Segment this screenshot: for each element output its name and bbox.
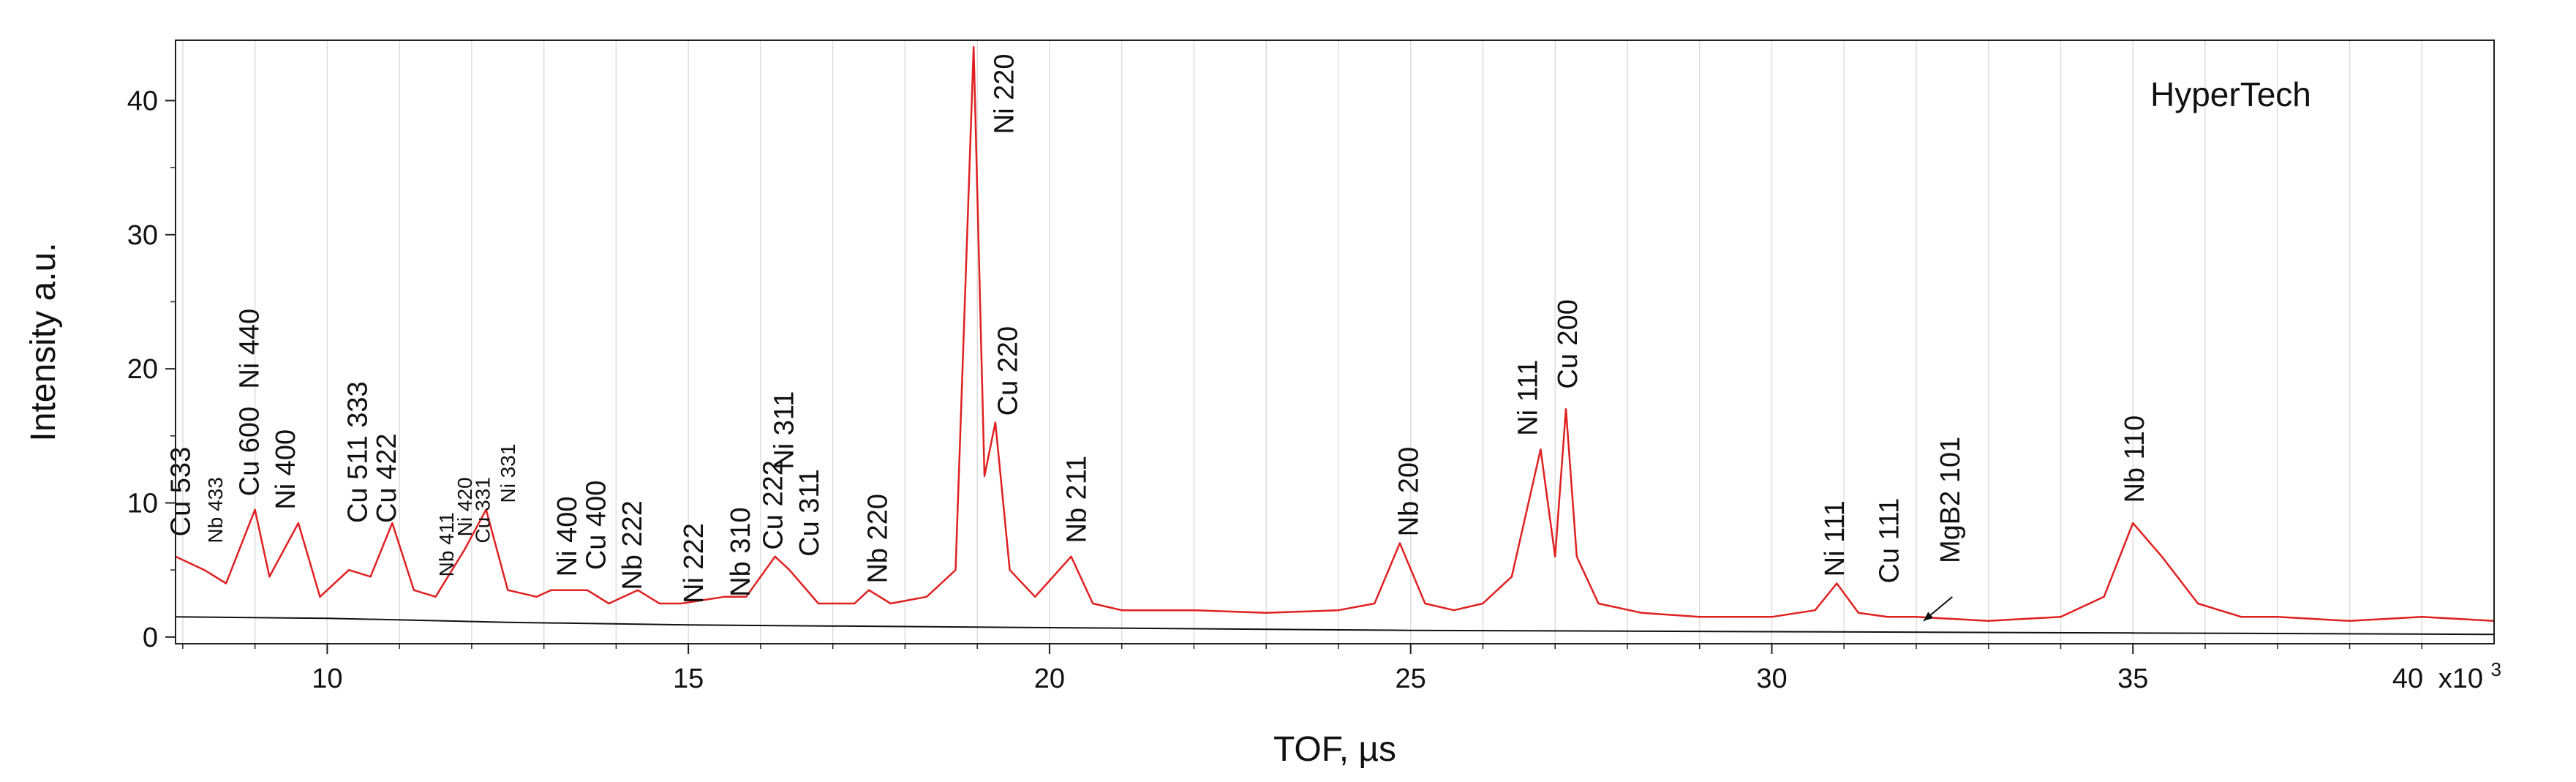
- grid-layer: [182, 40, 2422, 644]
- peak-annotation: Cu 511 333: [343, 381, 374, 523]
- peak-annotation: Ni 420: [453, 477, 476, 536]
- axis-layer: 10 15 20 25 30 35 0 10 20 30 40: [127, 86, 2422, 694]
- peak-annotation: Nb 222: [617, 500, 648, 590]
- x-tick-label: 35: [2117, 663, 2148, 694]
- peak-annotation: Ni 400: [271, 429, 301, 510]
- peak-annotation: Cu 533: [166, 447, 197, 537]
- y-tick-label: 0: [143, 623, 158, 653]
- peak-annotation: Ni 222: [679, 523, 709, 604]
- peak-annotation: Nb 200: [1394, 447, 1425, 537]
- peak-annotation: Cu 311: [794, 469, 825, 557]
- peak-annotation: Ni 311: [769, 391, 799, 470]
- peak-annotation: Nb 433: [204, 477, 227, 543]
- intensity-series-line: [175, 45, 2495, 623]
- peak-annotation: Cu 222: [758, 460, 789, 550]
- peak-annotation: Ni 331: [497, 444, 519, 503]
- x-tick-label: 20: [1034, 663, 1065, 694]
- y-tick-label: 20: [127, 354, 158, 385]
- x-last-tick-label: 40: [2392, 663, 2423, 694]
- y-tick-label: 10: [127, 489, 158, 519]
- peak-annotation: Ni 440: [235, 309, 265, 389]
- x-tick-label: 30: [1756, 663, 1787, 694]
- mgb2-arrow-head: [1923, 612, 1934, 621]
- series-layer: [175, 45, 2495, 636]
- x-tick-label: 15: [673, 663, 704, 694]
- x-multiplier-exponent: 3: [2491, 658, 2501, 680]
- watermark-label: HyperTech: [2150, 75, 2311, 113]
- peak-annotation: Nb 220: [863, 494, 894, 584]
- peak-annotation: Cu 331: [472, 477, 494, 543]
- peak-annotation: MgB2 101: [1935, 437, 1966, 563]
- peak-annotation: Ni 111: [1513, 360, 1544, 436]
- peak-annotation: Ni 220: [990, 53, 1020, 134]
- peak-annotation: Ni 400: [552, 496, 583, 576]
- peak-annotation: Cu 422: [372, 433, 402, 523]
- background-series-line: [175, 616, 2495, 636]
- x-tick-label: 25: [1396, 663, 1426, 694]
- peak-annotation: Nb 211: [1061, 456, 1092, 544]
- y-axis-title: Intensity a.u.: [24, 242, 63, 441]
- peak-annotation: Ni 111: [1820, 500, 1850, 576]
- peak-annotation: Cu 200: [1553, 299, 1583, 389]
- peak-annotation: Nb 110: [2120, 416, 2150, 503]
- x-multiplier-base: x10: [2438, 663, 2483, 694]
- peak-annotation: Nb 310: [726, 507, 756, 597]
- peak-annotation: Cu 220: [993, 326, 1023, 416]
- annotation-layer: Cu 533 Nb 433 Cu 600 Ni 440 Ni 400 Cu 511 333…: [166, 53, 2150, 622]
- peak-annotation: Cu 400: [581, 481, 612, 571]
- peak-annotation: Nb 411: [435, 512, 458, 576]
- peak-annotation: Cu 600: [235, 407, 265, 497]
- x-axis-title: TOF, µs: [1273, 730, 1396, 769]
- peak-annotation: Cu 111: [1874, 498, 1905, 584]
- y-tick-label: 40: [127, 86, 158, 117]
- x-axis-multiplier: 40 x10 3: [2392, 658, 2501, 694]
- y-tick-label: 30: [127, 220, 158, 251]
- plot-frame: [175, 40, 2495, 644]
- x-tick-label: 10: [312, 663, 342, 694]
